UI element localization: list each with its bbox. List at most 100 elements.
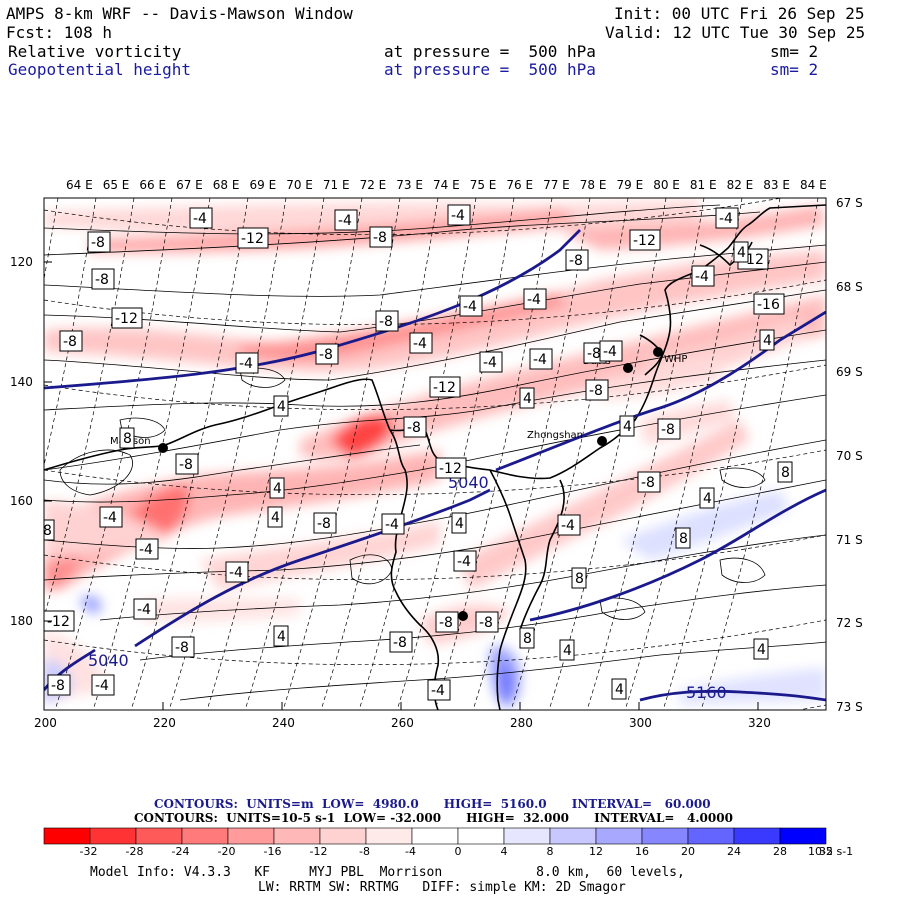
vorticity-contour-label: 4: [269, 477, 285, 499]
lon-label: 79 E: [617, 178, 644, 192]
svg-text:-8: -8: [95, 272, 109, 288]
svg-text:-8: -8: [175, 640, 189, 656]
colorbar-tick-label: 0: [454, 845, 462, 858]
colorbar-tick-label: 24: [727, 845, 741, 858]
lon-label: 81 E: [690, 178, 717, 192]
vorticity-contour-label: 4: [273, 625, 289, 647]
colorbar-swatch: [549, 827, 597, 845]
svg-text:-8: -8: [641, 475, 655, 491]
height-label: 5160: [686, 683, 727, 702]
colorbar-tick-label: -20: [217, 845, 236, 858]
valid-time: Valid: 12 UTC Tue 30 Sep 25: [605, 23, 866, 42]
svg-text:-8: -8: [91, 235, 105, 251]
svg-text:-8: -8: [373, 230, 387, 246]
svg-text:8: 8: [523, 631, 532, 647]
colorbar-swatch: [779, 827, 827, 845]
x-tick-label: 280: [510, 716, 533, 730]
svg-text:4: 4: [277, 399, 286, 415]
colorbar-swatch: [89, 827, 137, 845]
station-marker-south: [458, 611, 468, 621]
vorticity-contour-label: -8: [47, 674, 71, 696]
lon-label: 73 E: [396, 178, 423, 192]
vorticity-contour-label: -8: [389, 631, 413, 653]
lon-label: 77 E: [543, 178, 570, 192]
vorticity-contour-label: -8: [403, 416, 427, 438]
vorticity-contour-label: -4: [99, 506, 123, 528]
vorticity-contour-label: 8: [675, 527, 691, 549]
vorticity-contour-label: -4: [235, 352, 259, 374]
vorticity-contour-label: -8: [313, 512, 337, 534]
svg-text:-8: -8: [317, 516, 331, 532]
vorticity-contour-label: -4: [447, 204, 471, 226]
colorbar-swatch: [227, 827, 275, 845]
svg-text:4: 4: [737, 245, 746, 261]
svg-text:4: 4: [523, 391, 532, 407]
colorbar-tick-label: 12: [589, 845, 603, 858]
vorticity-contour-label: 4: [733, 241, 749, 263]
axis-ticks: [43, 261, 759, 710]
colorbar-unit: 10-5 s-1: [808, 845, 854, 858]
svg-text:-8: -8: [479, 615, 493, 631]
vorticity-contour-label: 4: [451, 512, 467, 534]
svg-text:4: 4: [271, 510, 280, 526]
lon-label: 84 E: [800, 178, 827, 192]
svg-text:-4: -4: [431, 683, 445, 699]
svg-text:-4: -4: [719, 211, 733, 227]
svg-text:-8: -8: [319, 347, 333, 363]
svg-text:-12: -12: [439, 461, 462, 477]
svg-text:-8: -8: [379, 314, 393, 330]
vorticity-contour-label: -8: [435, 611, 459, 633]
colorbar-tick-label: 28: [773, 845, 787, 858]
svg-text:-8: -8: [587, 346, 601, 362]
lon-label: 66 E: [139, 178, 166, 192]
forecast-hour: Fcst: 108 h: [6, 23, 112, 42]
lon-label: 65 E: [103, 178, 130, 192]
colorbar-tick-label: -24: [171, 845, 190, 858]
svg-text:8: 8: [781, 465, 790, 481]
vorticity-contour-label: -8: [175, 453, 199, 475]
vorticity-contour-label: 8: [119, 427, 135, 449]
x-tick-label: 240: [272, 716, 295, 730]
colorbar-tick-label: -12: [309, 845, 328, 858]
vorticity-contour-label: -4: [334, 209, 358, 231]
svg-text:-4: -4: [695, 269, 709, 285]
svg-text:-4: -4: [463, 299, 477, 315]
height-contour-info: CONTOURS: UNITS=m LOW= 4980.0 HIGH= 5160…: [154, 797, 711, 811]
lon-label: 76 E: [506, 178, 533, 192]
svg-text:4: 4: [623, 419, 632, 435]
vorticity-contour-label: -12: [429, 376, 461, 398]
lon-label: 80 E: [653, 178, 680, 192]
svg-text:8: 8: [123, 431, 132, 447]
svg-text:4: 4: [455, 516, 464, 532]
lon-label: 69 E: [250, 178, 277, 192]
svg-text:8: 8: [43, 523, 52, 539]
lat-label: 67 S: [836, 196, 863, 210]
vorticity-contour-label: -8: [369, 226, 393, 248]
field2-smoothing: sm= 2: [770, 60, 819, 79]
svg-text:4: 4: [763, 333, 772, 349]
svg-text:-8: -8: [393, 635, 407, 651]
y-tick-label: 140: [10, 375, 33, 389]
vorticity-contour-label: 4: [519, 387, 535, 409]
vorticity-contour-label: -4: [599, 340, 623, 362]
svg-text:-8: -8: [407, 420, 421, 436]
colorbar-swatch: [687, 827, 735, 845]
lon-label: 72 E: [360, 178, 387, 192]
height-label: 5040: [88, 651, 129, 670]
svg-text:-4: -4: [451, 208, 465, 224]
field2-level: at pressure = 500 hPa: [384, 60, 596, 79]
svg-text:-8: -8: [63, 334, 77, 350]
vorticity-contour-label: 8: [777, 461, 793, 483]
svg-text:4: 4: [703, 491, 712, 507]
vorticity-contour-label: -8: [565, 249, 589, 271]
colorbar-swatch: [595, 827, 643, 845]
colorbar: [43, 827, 827, 845]
station-zhongshan-marker: [597, 436, 607, 446]
field2-name: Geopotential height: [8, 60, 192, 79]
station-whp-marker: [653, 347, 663, 357]
vorticity-contour-label: -4: [225, 561, 249, 583]
lat-label: 73 S: [836, 700, 863, 714]
vorticity-contour-label: -4: [91, 674, 115, 696]
svg-text:-4: -4: [561, 518, 575, 534]
svg-text:4: 4: [615, 682, 624, 698]
